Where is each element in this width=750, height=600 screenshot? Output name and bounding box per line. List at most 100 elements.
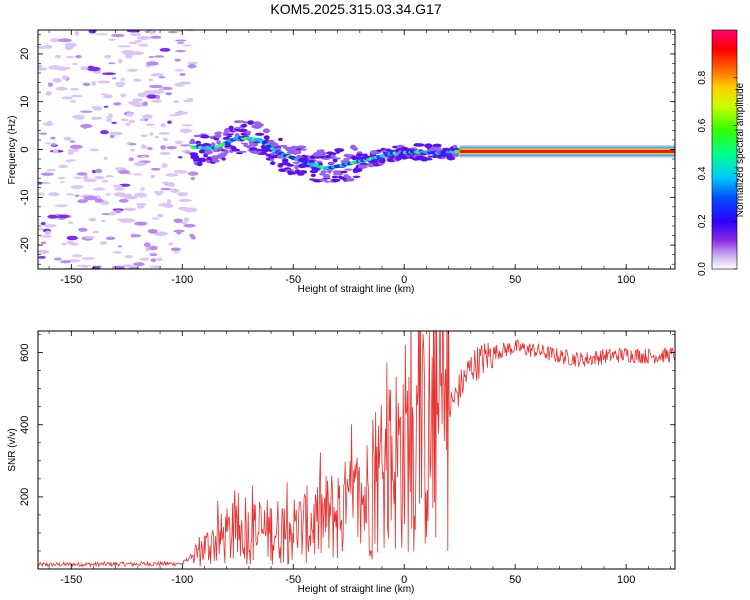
noise-mark <box>175 49 186 53</box>
noise-mark <box>44 230 51 235</box>
noise-mark <box>117 45 132 48</box>
noise-mark <box>177 156 183 159</box>
noise-mark <box>181 124 194 127</box>
signal-halo-mark <box>254 132 265 136</box>
noise-mark <box>136 204 145 209</box>
noise-mark <box>126 68 138 72</box>
noise-mark <box>167 120 172 124</box>
noise-mark <box>128 157 134 162</box>
snr-ticks: -150 -100 -50 0 50 100 200 400 600 <box>19 331 675 586</box>
noise-mark <box>40 241 47 245</box>
noise-mark <box>75 55 82 59</box>
noise-mark <box>70 87 79 91</box>
noise-mark <box>139 257 150 261</box>
signal-halo-mark <box>427 155 433 158</box>
noise-mark <box>87 65 95 70</box>
noise-mark <box>157 213 164 218</box>
noise-mark <box>47 214 59 219</box>
noise-mark <box>161 163 168 168</box>
noise-mark <box>148 245 158 251</box>
noise-mark <box>159 48 171 52</box>
colorbar-tick-label: 0.2 <box>697 214 708 228</box>
signal-halo-mark <box>293 161 300 164</box>
noise-mark <box>47 82 54 87</box>
colorbar-tick-label: 0.6 <box>697 118 708 132</box>
colorbar-tick-label: 0.4 <box>697 166 708 180</box>
noise-mark <box>65 56 76 59</box>
noise-mark <box>187 171 199 176</box>
noise-mark <box>90 116 99 121</box>
signal-halo-mark <box>423 157 433 161</box>
noise-mark <box>174 69 184 72</box>
signal-halo-mark <box>231 148 240 152</box>
noise-mark <box>151 167 161 171</box>
noise-mark <box>136 36 151 40</box>
snr-x-tick-label: 50 <box>509 574 521 586</box>
signal-halo-mark <box>323 174 331 179</box>
signal-halo-mark <box>337 175 344 179</box>
noise-mark <box>38 64 43 68</box>
noise-mark <box>111 33 125 38</box>
noise-mark <box>39 235 52 238</box>
noise-mark <box>72 63 78 65</box>
signal-halo-mark <box>224 149 229 154</box>
noise-mark <box>168 114 182 117</box>
noise-mark <box>52 77 62 83</box>
noise-mark <box>123 195 138 200</box>
signal-halo-mark <box>263 135 270 140</box>
noise-mark <box>70 94 83 98</box>
spectrogram-y-axis-label: Frequency (Hz) <box>7 116 18 185</box>
noise-mark <box>100 241 107 245</box>
signal-halo-mark <box>344 168 354 171</box>
noise-mark <box>72 176 84 179</box>
colorbar-label: Normalized spectral amplitude <box>735 82 746 217</box>
noise-mark <box>123 207 137 211</box>
noise-mark <box>174 140 183 144</box>
spectrogram-x-tick-label: -50 <box>285 274 301 286</box>
noise-mark <box>179 128 193 133</box>
noise-mark <box>61 242 67 246</box>
noise-mark <box>158 203 172 207</box>
noise-mark <box>183 223 196 228</box>
noise-mark <box>44 142 52 145</box>
signal-halo-mark <box>225 133 234 136</box>
noise-mark <box>145 123 156 126</box>
noise-mark <box>134 221 148 226</box>
signal-halo-mark <box>437 154 446 158</box>
noise-mark <box>82 82 91 87</box>
noise-mark <box>49 38 61 43</box>
noise-mark <box>154 55 165 58</box>
noise-mark <box>118 169 130 174</box>
noise-mark <box>91 106 99 109</box>
snr-y-tick-label: 400 <box>19 416 31 434</box>
signal-halo-mark <box>378 158 386 164</box>
signal-halo-mark <box>189 152 199 157</box>
noise-mark <box>105 236 116 241</box>
signal-halo-mark <box>400 146 409 152</box>
noise-mark <box>109 131 123 136</box>
signal-core-mark <box>453 149 461 154</box>
noise-mark <box>125 54 133 59</box>
signal-halo-mark <box>332 158 338 163</box>
signal-halo-mark <box>320 170 327 174</box>
noise-mark <box>126 112 134 117</box>
colorbar-ticks: 0.0 0.2 0.4 0.6 0.8 <box>697 70 737 276</box>
noise-mark <box>89 148 100 152</box>
noise-mark <box>153 73 164 77</box>
noise-mark <box>173 218 183 224</box>
colorbar-tick-label: 0.8 <box>697 70 708 84</box>
noise-mark <box>57 214 69 219</box>
noise-mark <box>43 224 57 228</box>
signal-halo-mark <box>352 146 358 151</box>
spectrogram-heatmap <box>38 30 675 269</box>
noise-mark <box>105 116 113 119</box>
noise-mark <box>65 159 73 163</box>
noise-mark <box>69 144 83 149</box>
signal-halo-mark <box>214 133 222 139</box>
noise-mark <box>128 41 140 45</box>
signal-halo-mark <box>259 152 268 155</box>
snr-x-axis-label: Height of straight line (km) <box>298 584 415 595</box>
noise-mark <box>74 194 80 197</box>
noise-mark <box>106 118 112 123</box>
signal-halo-mark <box>195 140 202 145</box>
